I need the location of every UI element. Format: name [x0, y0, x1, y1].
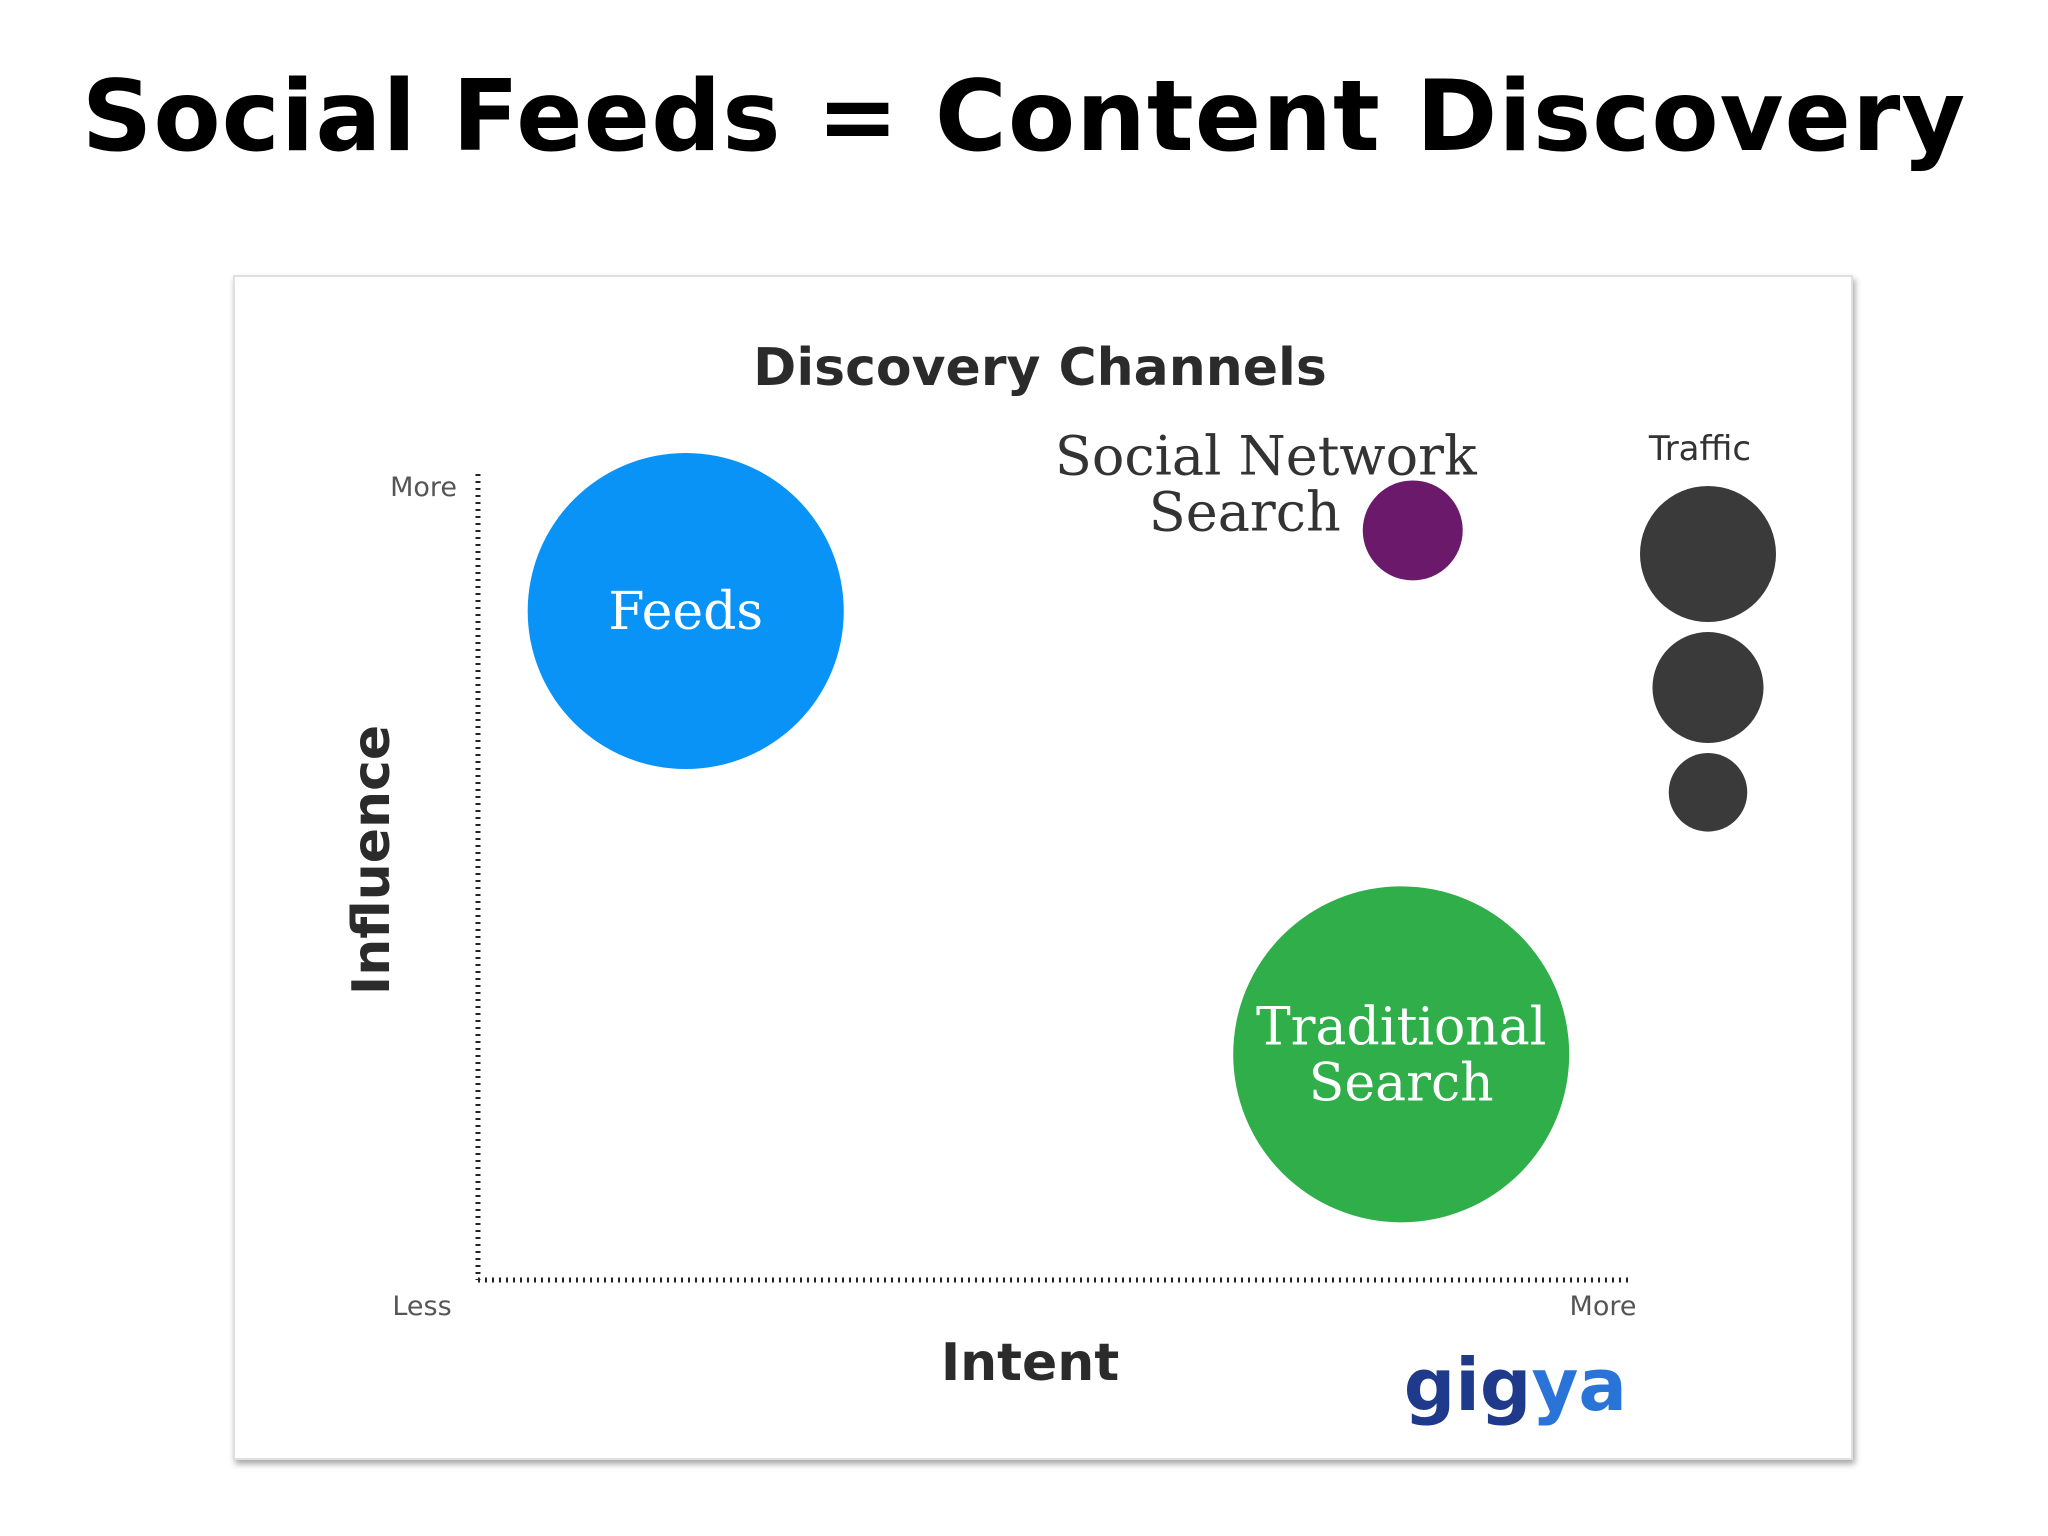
y-tick-low: Less: [392, 1291, 451, 1322]
bubble-1-label-line-1: Search: [1149, 480, 1341, 543]
x-tick-high: More: [1570, 1291, 1637, 1322]
bubble-2-label-line-0: Traditional: [1256, 997, 1546, 1057]
legend-traffic-circle-1: [1652, 632, 1764, 744]
slide-title: Social Feeds = Content Discovery: [81, 60, 1967, 174]
legend-title: Traffic: [1648, 429, 1751, 469]
legend-layer: [1640, 486, 1776, 832]
legend-traffic-circle-2: [1668, 753, 1748, 832]
gigya-logo-gig: gig: [1404, 1343, 1532, 1427]
bubble-2-label-line-1: Search: [1309, 1054, 1494, 1114]
legend-traffic-circle-0: [1640, 486, 1776, 622]
y-axis-label: Influence: [342, 725, 402, 995]
bubble-1-label-line-0: Social Network: [1055, 424, 1478, 487]
chart-title: Discovery Channels: [753, 338, 1327, 398]
chart-frame: [233, 275, 1853, 1460]
bubble-0-label-line-0: Feeds: [608, 582, 763, 642]
gigya-logo: gigya: [1404, 1343, 1627, 1427]
bubble-0: [527, 452, 844, 770]
y-tick-high: More: [390, 472, 457, 503]
x-axis-label: Intent: [941, 1333, 1119, 1393]
bubble-2: [1233, 886, 1570, 1223]
bubble-1: [1362, 480, 1463, 581]
gigya-logo-ya: ya: [1531, 1343, 1627, 1427]
